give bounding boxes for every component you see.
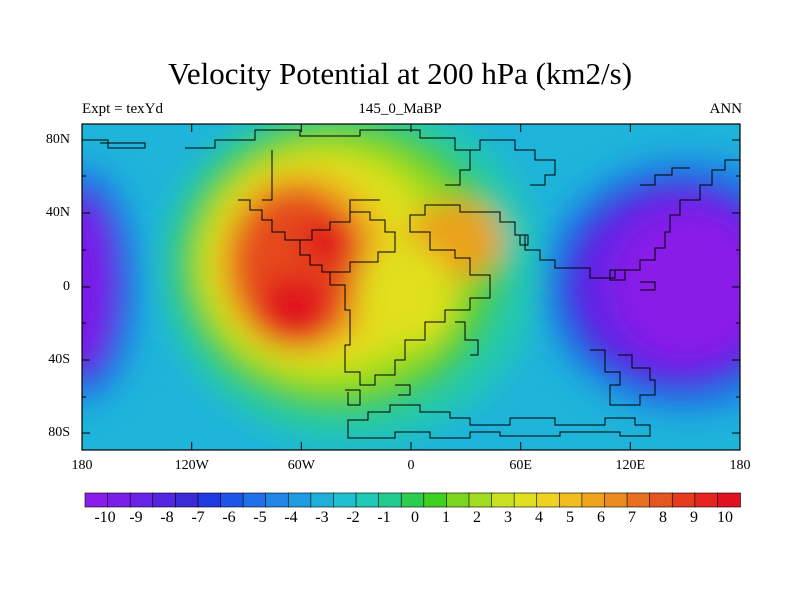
colorbar-swatch [559,492,583,508]
colorbar-swatch [129,492,154,508]
colorbar-swatch [265,492,290,508]
x-tick-120e: 120E [615,458,646,473]
colorbar-swatch [581,492,606,508]
colorbar-label: 9 [690,509,698,526]
colorbar-label: 4 [535,509,543,526]
y-tick-40s: 40S [48,352,70,367]
colorbar-swatch [604,492,628,508]
x-tick-0: 0 [407,458,415,473]
colorbar-label: 0 [411,509,419,526]
season-label: ANN [709,101,743,117]
experiment-label: Expt = texYd [82,101,163,117]
x-tick-180w: 180 [71,458,93,473]
colorbar-swatch [287,492,312,508]
colorbar-label: 3 [504,509,512,526]
colorbar-swatch [175,492,199,508]
colorbar-label: -3 [315,509,329,526]
colorbar-swatch [626,492,651,508]
y-ticks [82,139,740,434]
colorbar-swatch [671,492,696,508]
colorbar-swatch [220,492,244,508]
colorbar-label: -5 [253,509,267,526]
x-tick-120w: 120W [174,458,209,473]
contour-field [82,124,740,450]
colorbar-label: -7 [191,509,205,526]
colorbar-label: 7 [628,509,636,526]
colorbar-swatch [84,492,109,508]
colorbar-label: -9 [129,509,143,526]
colorbar-swatch [197,492,222,508]
colorbar-swatch [491,492,515,508]
map-title: Velocity Potential at 200 hPa (km2/s) [167,56,633,91]
colorbar-label: -10 [94,509,116,526]
colorbar-swatch [107,492,131,508]
colorbar-swatch [242,492,267,508]
y-tick-80s: 80S [48,425,70,440]
colorbar-label: 6 [597,509,605,526]
x-ticks [191,124,631,450]
colorbar-swatch [333,492,357,508]
colorbar-swatch [446,492,470,508]
y-tick-80n: 80N [45,132,70,147]
colorbar-swatch [513,492,538,508]
x-tick-60w: 60W [287,458,315,473]
colorbar-swatch [310,492,335,508]
colorbar-swatch [649,492,674,508]
colorbar-label: 5 [566,509,574,526]
colorbar-swatch [468,492,493,508]
colorbar-swatch [717,492,741,508]
colorbar-label: 2 [473,509,481,526]
x-tick-60e: 60E [509,458,532,473]
colorbar-swatch [355,492,380,508]
y-tick-40n: 40N [45,205,70,220]
colorbar-label: 10 [717,509,733,526]
colorbar-label: -4 [284,509,298,526]
colorbar-label: -8 [160,509,174,526]
colorbar [84,492,741,508]
colorbar-label: 8 [659,509,667,526]
colorbar-swatch [152,492,177,508]
colorbar-swatch [400,492,425,508]
y-tick-0: 0 [63,279,70,294]
colorbar-swatch [536,492,561,508]
colorbar-swatch [423,492,448,508]
colorbar-swatch [378,492,403,508]
period-label: 145_0_MaBP [358,101,442,117]
colorbar-label: -2 [346,509,360,526]
colorbar-label: 1 [442,509,450,526]
x-tick-180e: 180 [729,458,751,473]
colorbar-swatch [694,492,719,508]
colorbar-label: -6 [222,509,236,526]
coastlines [85,129,740,439]
colorbar-label: -1 [377,509,391,526]
